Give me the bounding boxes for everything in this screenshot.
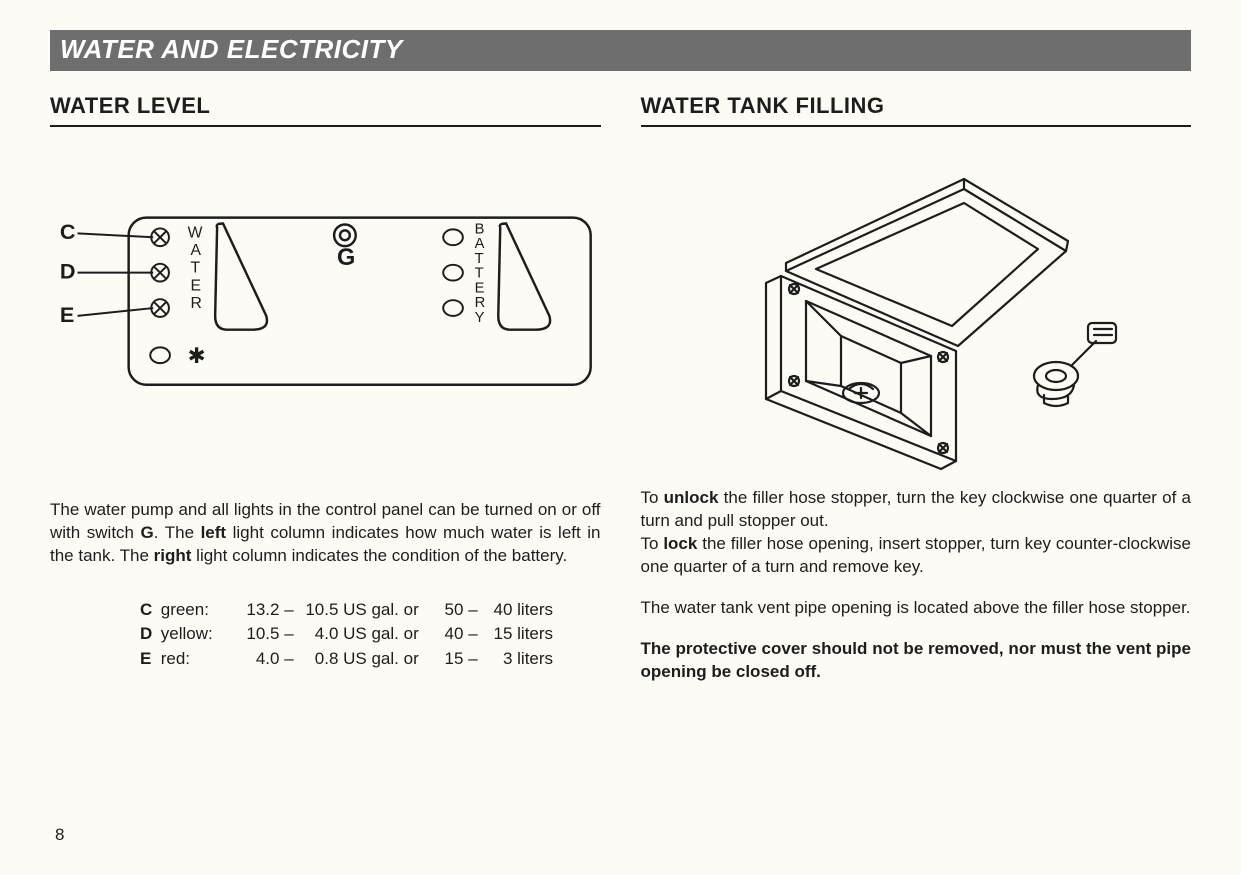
svg-text:E: E (475, 280, 485, 296)
svg-text:E: E (60, 302, 74, 327)
left-column: WATER LEVEL C D E (50, 93, 601, 702)
text-bold: The protective cover should not be remov… (641, 639, 1192, 681)
svg-text:W: W (188, 224, 203, 241)
svg-text:D: D (60, 259, 76, 284)
water-tank-heading: WATER TANK FILLING (641, 93, 1192, 127)
svg-text:R: R (191, 295, 202, 312)
svg-text:T: T (475, 266, 484, 282)
text: the filler hose opening, insert stopper,… (641, 534, 1192, 576)
water-level-heading: WATER LEVEL (50, 93, 601, 127)
legend-row: C green: 13.2 – 10.5 US gal. or 50 – 40 … (140, 598, 601, 623)
svg-text:A: A (191, 242, 202, 259)
text-bold: unlock (664, 488, 719, 507)
svg-text:A: A (475, 236, 485, 252)
text: To (641, 534, 664, 553)
section-banner: WATER AND ELECTRICITY (50, 30, 1191, 71)
right-column: WATER TANK FILLING (641, 93, 1192, 702)
svg-text:G: G (337, 244, 355, 270)
svg-text:Y: Y (475, 310, 485, 326)
text: the filler hose stopper, turn the key cl… (641, 488, 1192, 530)
svg-text:T: T (475, 251, 484, 267)
legend-row: E red: 4.0 – 0.8 US gal. or 15 – 3 liter… (140, 647, 601, 672)
text-bold: left (201, 523, 227, 542)
svg-text:E: E (191, 277, 201, 294)
svg-text:✱: ✱ (188, 343, 206, 368)
svg-text:B: B (475, 221, 485, 237)
svg-text:T: T (191, 260, 201, 277)
filler-paragraph-1: To unlock the filler hose stopper, turn … (641, 487, 1192, 579)
svg-text:R: R (475, 295, 486, 311)
water-level-legend: C green: 13.2 – 10.5 US gal. or 50 – 40 … (140, 598, 601, 672)
filler-diagram (641, 141, 1192, 481)
text-bold: right (154, 546, 192, 565)
control-panel-diagram: C D E ✱ W (50, 141, 601, 481)
legend-row: D yellow: 10.5 – 4.0 US gal. or 40 – 15 … (140, 622, 601, 647)
text: To (641, 488, 664, 507)
text-bold: lock (663, 534, 697, 553)
water-level-paragraph: The water pump and all lights in the con… (50, 499, 601, 568)
filler-paragraph-2: The water tank vent pipe opening is loca… (641, 597, 1192, 620)
filler-warning: The protective cover should not be remov… (641, 638, 1192, 684)
svg-text:C: C (60, 219, 76, 244)
page-number: 8 (55, 825, 64, 845)
text: light column indicates the condition of … (191, 546, 567, 565)
text-bold: G (141, 523, 154, 542)
text: . The (154, 523, 201, 542)
